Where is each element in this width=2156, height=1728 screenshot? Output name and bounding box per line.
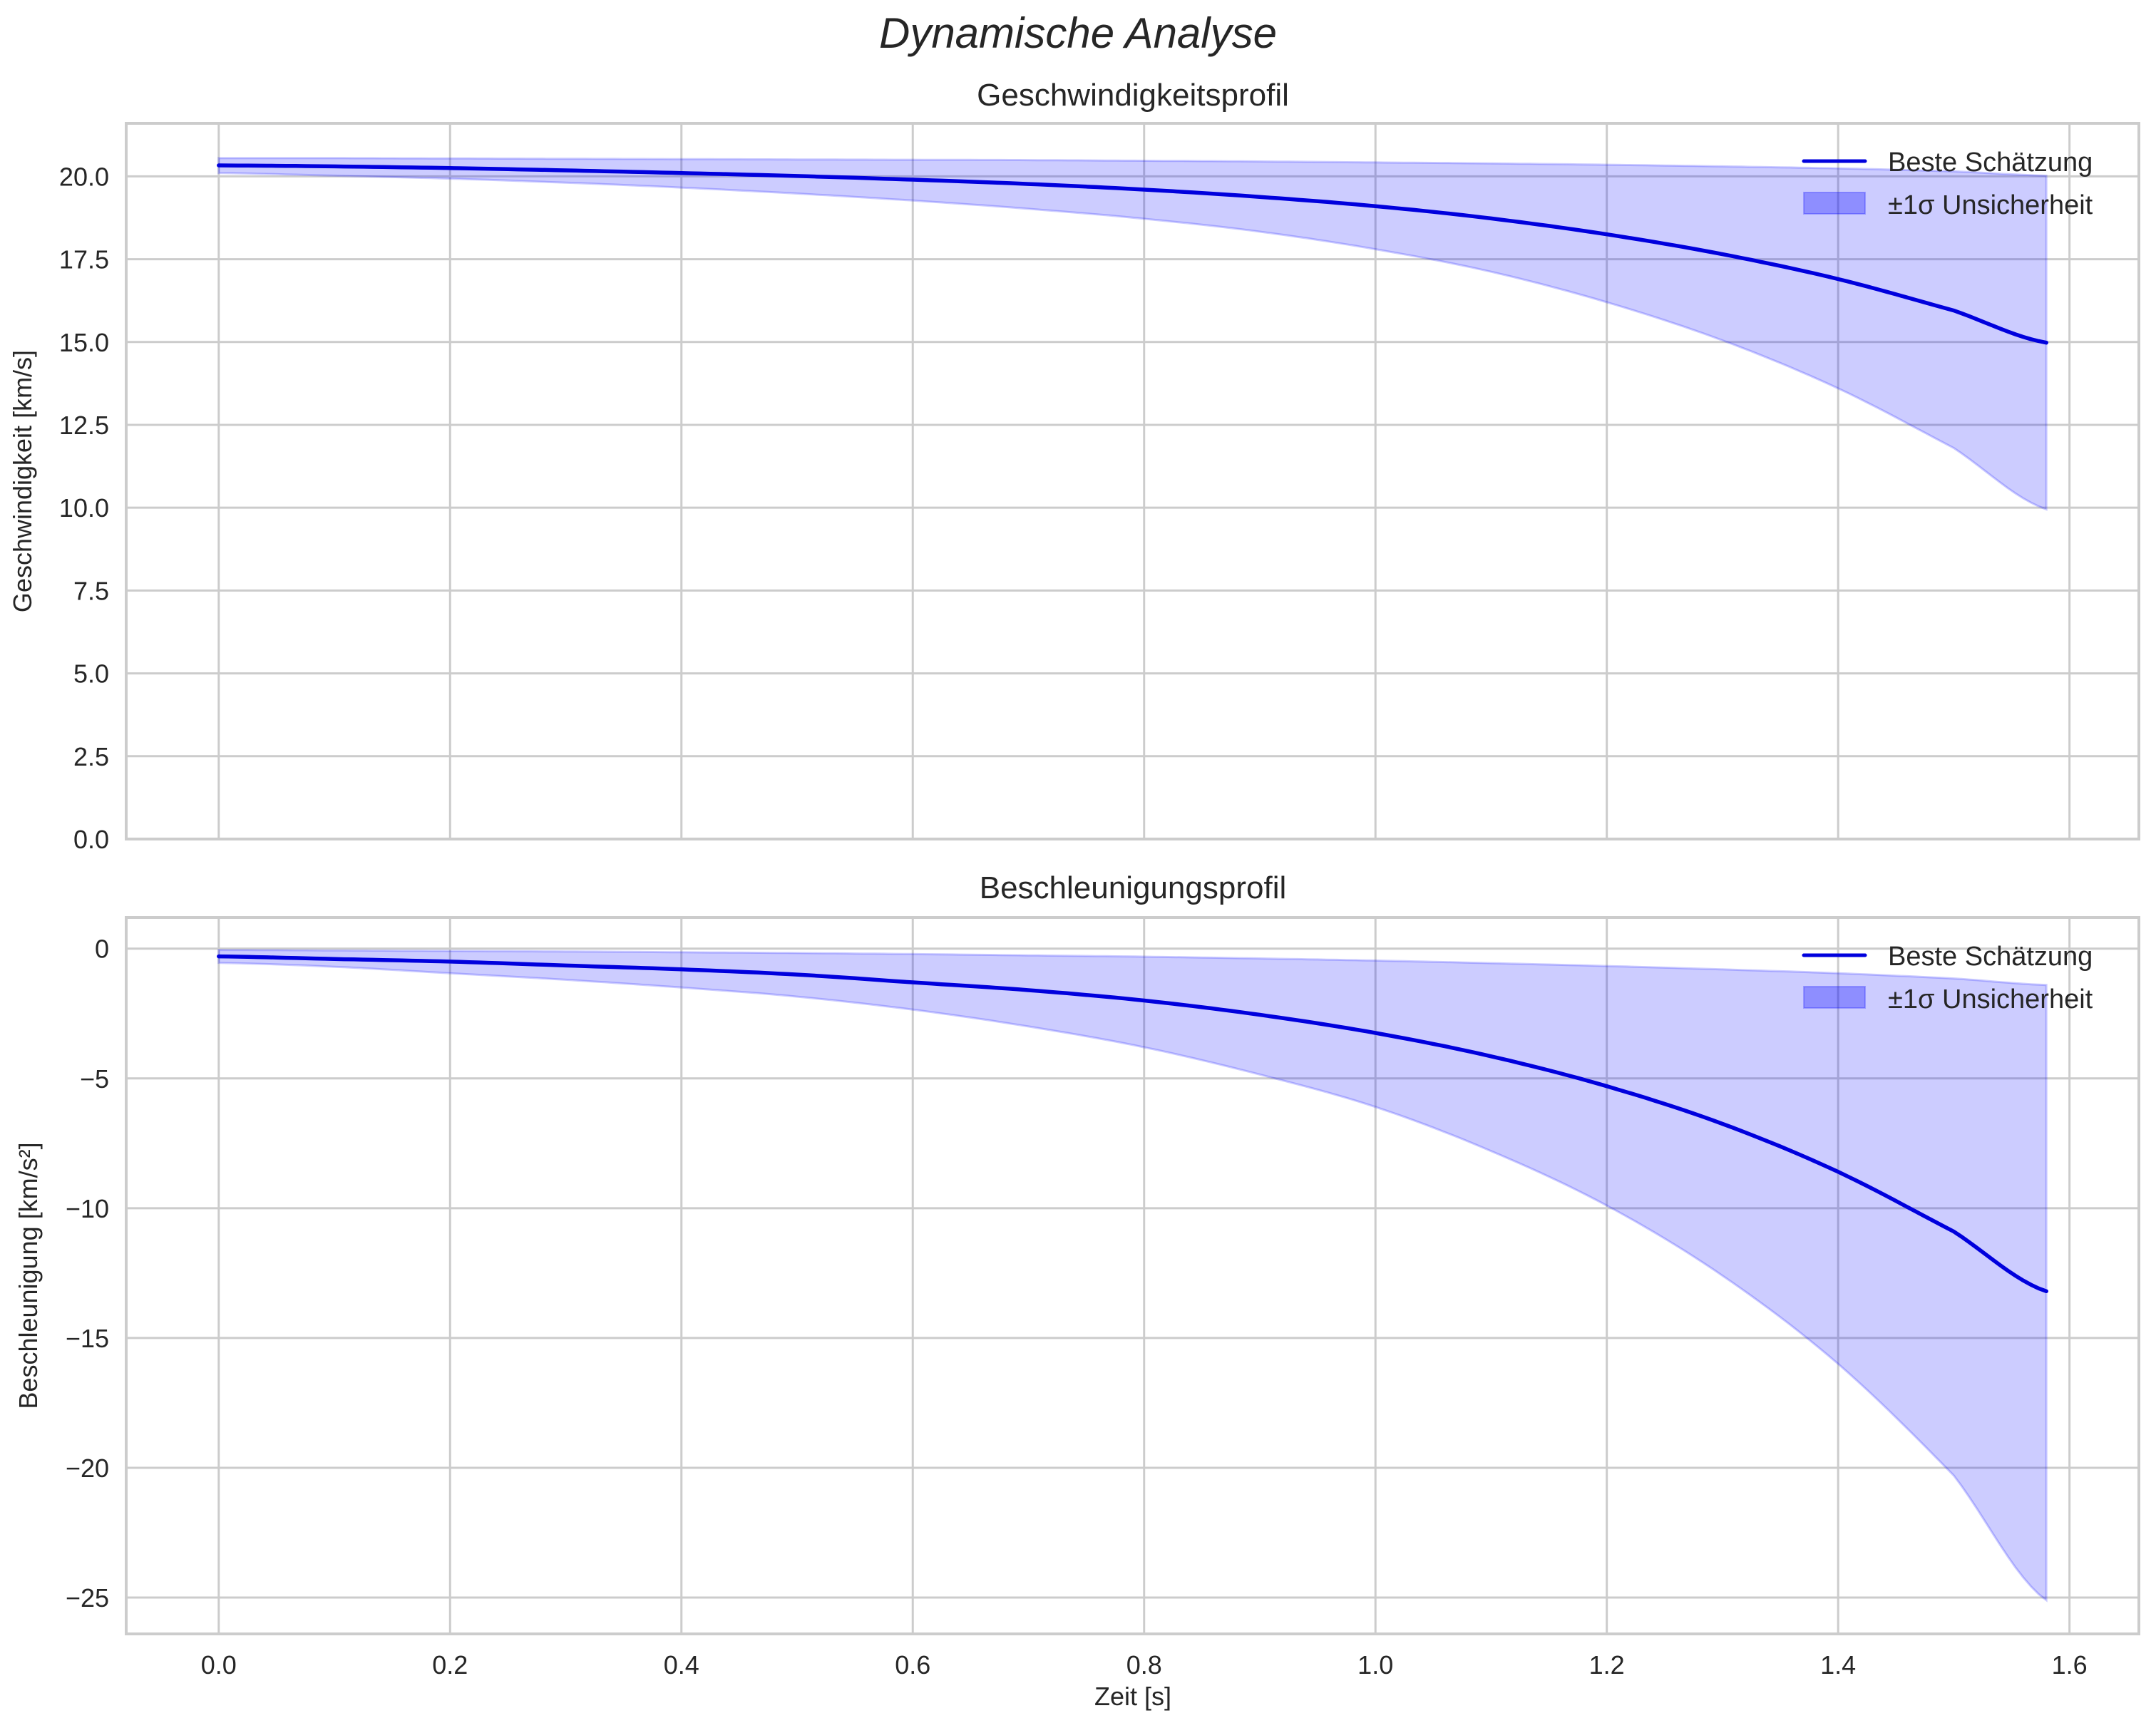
y-tick-label: 0.0 (73, 825, 109, 854)
acceleration-best-estimate-line (217, 954, 2048, 1294)
y-tick-label: 2.5 (73, 742, 109, 771)
x-tick-label: 0.8 (1126, 1650, 1162, 1680)
y-tick-label: −15 (66, 1324, 109, 1353)
y-tick-label: 10.0 (59, 493, 109, 523)
legend-band-swatch (1803, 192, 1866, 215)
acceleration-chart-title: Beschleunigungsprofil (980, 870, 1287, 905)
y-tick-label: 15.0 (59, 328, 109, 357)
acceleration-y-tick-labels: 0 −5 −10 −15 −20 −25 (66, 935, 109, 1613)
velocity-axes-frame (125, 122, 2140, 840)
acceleration-uncertainty-band (217, 948, 2048, 1603)
y-tick-label: 17.5 (59, 245, 109, 274)
acceleration-legend: Beste Schätzung ±1σ Unsicherheit (1802, 942, 2093, 1014)
figure-suptitle: Dynamische Analyse (878, 9, 1278, 57)
y-tick-label: −5 (80, 1064, 109, 1094)
x-tick-label: 0.6 (895, 1650, 930, 1680)
y-tick-label: −20 (66, 1454, 109, 1483)
acceleration-axes: Beschleunigungsprofil 0 −5 −10 −15 −20 −25 0.… (14, 870, 2140, 1711)
y-tick-label: 0 (95, 935, 109, 964)
x-tick-label: 1.2 (1589, 1650, 1625, 1680)
y-tick-label: 5.0 (73, 659, 109, 689)
acceleration-axes-frame (125, 916, 2140, 1635)
x-tick-label: 1.0 (1357, 1650, 1393, 1680)
velocity-y-tick-labels: 0.0 2.5 5.0 7.5 10.0 12.5 15.0 17.5 20.0 (59, 162, 109, 854)
legend-band-label: ±1σ Unsicherheit (1888, 190, 2093, 220)
velocity-best-estimate-line (217, 163, 2048, 345)
velocity-axes: Geschwindigkeitsprofil 0.0 2.5 5.0 7.5 10.0 1… (8, 78, 2140, 854)
y-tick-label: −25 (66, 1583, 109, 1613)
x-tick-label: 1.4 (1820, 1650, 1856, 1680)
legend-line-label: Beste Schätzung (1888, 148, 2093, 178)
best-estimate-curve (217, 163, 2048, 345)
y-tick-label: −10 (66, 1194, 109, 1223)
legend-band-swatch (1803, 986, 1866, 1009)
y-tick-label: 7.5 (73, 576, 109, 605)
y-tick-label: 12.5 (59, 411, 109, 440)
x-tick-label: 0.0 (201, 1650, 237, 1680)
legend-line-label: Beste Schätzung (1888, 942, 2093, 972)
acceleration-x-tick-labels: 0.0 0.2 0.4 0.6 0.8 1.0 1.2 1.4 1.6 (201, 1650, 2088, 1680)
y-tick-label: 20.0 (59, 162, 109, 191)
velocity-y-axis-label: Geschwindigkeit [km/s] (8, 350, 37, 612)
uncertainty-band-area (217, 948, 2048, 1603)
velocity-uncertainty-band (217, 157, 2048, 511)
time-x-axis-label: Zeit [s] (1094, 1682, 1171, 1711)
best-estimate-curve (217, 954, 2048, 1294)
velocity-legend: Beste Schätzung ±1σ Unsicherheit (1802, 148, 2093, 220)
x-tick-label: 0.2 (432, 1650, 468, 1680)
x-tick-label: 0.4 (664, 1650, 699, 1680)
x-tick-label: 1.6 (2052, 1650, 2088, 1680)
legend-band-label: ±1σ Unsicherheit (1888, 984, 2093, 1014)
velocity-chart-title: Geschwindigkeitsprofil (977, 78, 1289, 113)
acceleration-y-axis-label: Beschleunigung [km/s²] (14, 1142, 43, 1409)
acceleration-grid (126, 917, 2139, 1634)
uncertainty-band-area (217, 157, 2048, 511)
